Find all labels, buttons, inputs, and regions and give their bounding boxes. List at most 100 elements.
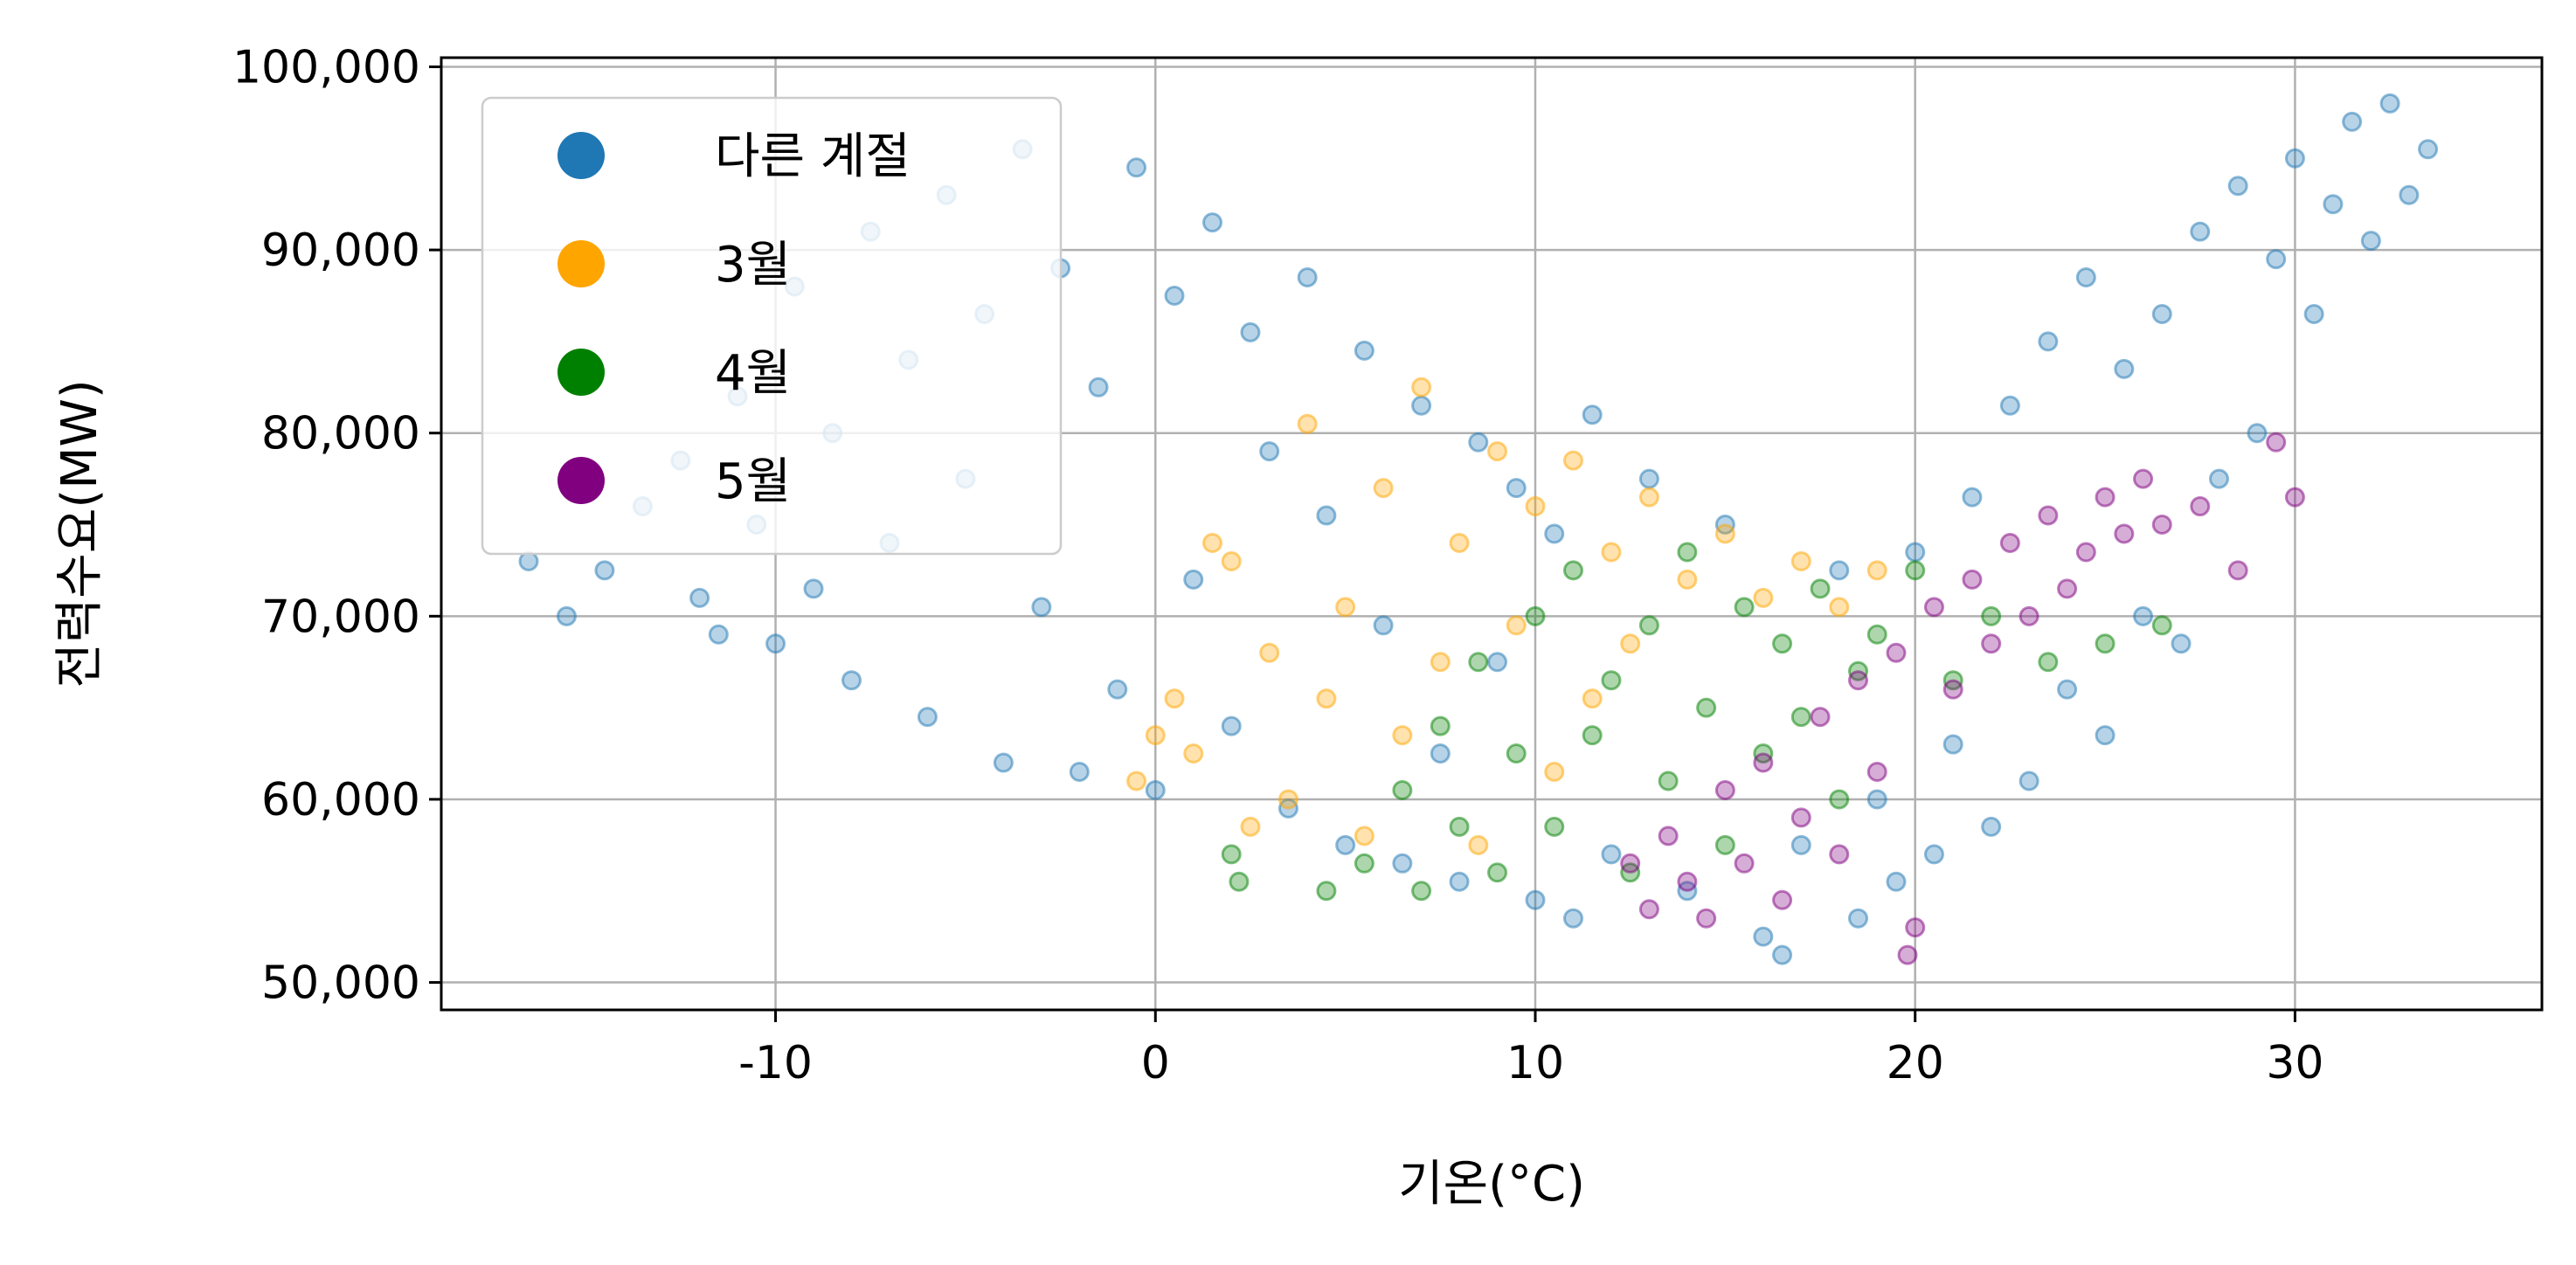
data-point bbox=[1430, 715, 1451, 736]
data-point bbox=[1544, 523, 1565, 544]
legend-label: 다른 계절 bbox=[715, 128, 911, 185]
data-point bbox=[1696, 908, 1717, 929]
data-point bbox=[1183, 569, 1204, 590]
data-point bbox=[1962, 569, 1983, 590]
data-point bbox=[1164, 688, 1185, 709]
data-point bbox=[2342, 111, 2363, 132]
data-point bbox=[1638, 615, 1659, 636]
data-point bbox=[1601, 844, 1622, 865]
data-point bbox=[556, 605, 577, 626]
legend-label: 5월 bbox=[715, 453, 791, 510]
data-point bbox=[708, 624, 729, 645]
data-point bbox=[1582, 404, 1603, 425]
data-point bbox=[1601, 670, 1622, 691]
data-point bbox=[2360, 231, 2381, 252]
data-point bbox=[1714, 523, 1735, 544]
data-point bbox=[1487, 862, 1508, 883]
legend-marker bbox=[557, 132, 605, 179]
data-point bbox=[2303, 303, 2324, 324]
data-point bbox=[1221, 550, 1242, 571]
data-point bbox=[1772, 633, 1793, 654]
data-point bbox=[1829, 789, 1850, 810]
data-point bbox=[1221, 844, 1242, 865]
data-point bbox=[1297, 267, 1318, 288]
data-point bbox=[1677, 569, 1698, 590]
data-point bbox=[993, 752, 1014, 773]
data-point bbox=[1335, 597, 1356, 618]
data-point bbox=[2323, 194, 2344, 215]
data-point bbox=[2399, 184, 2420, 205]
data-point bbox=[2095, 725, 2116, 746]
x-axis-label: 기온(°C) bbox=[1398, 1156, 1585, 1213]
legend-box bbox=[481, 96, 1063, 556]
data-point bbox=[1829, 597, 1850, 618]
data-point bbox=[1069, 762, 1090, 782]
data-point bbox=[2151, 515, 2172, 536]
data-point bbox=[2418, 139, 2439, 160]
data-point bbox=[1790, 707, 1811, 728]
grid bbox=[441, 58, 2542, 1010]
data-point bbox=[1107, 679, 1128, 700]
data-point bbox=[1753, 926, 1774, 947]
series-2-points bbox=[1221, 542, 2172, 902]
data-points bbox=[518, 93, 2439, 965]
data-point bbox=[2227, 176, 2248, 197]
data-point bbox=[1373, 615, 1394, 636]
x-tick-label: 10 bbox=[1506, 1037, 1564, 1089]
data-point bbox=[1866, 762, 1887, 782]
data-point bbox=[2190, 221, 2211, 242]
data-point bbox=[1638, 468, 1659, 489]
data-point bbox=[1411, 881, 1432, 902]
x-tick-label: -10 bbox=[738, 1037, 813, 1089]
data-point bbox=[1506, 615, 1527, 636]
data-point bbox=[1316, 505, 1337, 526]
data-point bbox=[2133, 605, 2154, 626]
data-point bbox=[1829, 560, 1850, 581]
data-point bbox=[1031, 597, 1052, 618]
data-point bbox=[2095, 487, 2116, 508]
data-point bbox=[1866, 560, 1887, 581]
data-point bbox=[1620, 633, 1641, 654]
data-point bbox=[1525, 605, 1546, 626]
data-point bbox=[1430, 743, 1451, 764]
data-point bbox=[2057, 578, 2078, 599]
data-point bbox=[1240, 816, 1261, 837]
data-point bbox=[1449, 816, 1470, 837]
data-point bbox=[1430, 652, 1451, 673]
legend-label: 4월 bbox=[715, 345, 791, 402]
data-point bbox=[2038, 331, 2059, 352]
data-point bbox=[1848, 908, 1869, 929]
data-point bbox=[1714, 834, 1735, 855]
data-point bbox=[689, 587, 710, 608]
y-tick-label: 100,000 bbox=[232, 41, 420, 93]
data-point bbox=[1126, 771, 1147, 791]
data-point bbox=[2075, 267, 2096, 288]
data-point bbox=[1354, 826, 1375, 847]
data-point bbox=[518, 550, 539, 571]
data-point bbox=[2284, 148, 2305, 169]
data-point bbox=[2019, 771, 2039, 791]
data-point bbox=[1790, 807, 1811, 828]
data-point bbox=[1848, 670, 1869, 691]
legend-items: 다른 계절 3월 4월 5월 bbox=[557, 128, 911, 510]
plot-area-frame bbox=[440, 56, 2544, 1012]
data-point bbox=[1562, 450, 1583, 471]
data-point bbox=[1658, 826, 1679, 847]
data-point bbox=[1905, 917, 1926, 938]
data-point bbox=[1544, 816, 1565, 837]
data-point bbox=[1297, 413, 1318, 434]
data-point bbox=[1392, 725, 1413, 746]
data-point bbox=[2151, 615, 2172, 636]
data-point bbox=[1734, 597, 1755, 618]
data-point bbox=[1392, 779, 1413, 800]
data-point bbox=[2075, 542, 2096, 563]
data-point bbox=[2038, 505, 2059, 526]
data-point bbox=[1981, 605, 2002, 626]
data-point bbox=[1145, 725, 1166, 746]
x-tick-label: 0 bbox=[1141, 1037, 1170, 1089]
data-point bbox=[1506, 743, 1527, 764]
data-point bbox=[1487, 441, 1508, 462]
data-point bbox=[2227, 560, 2248, 581]
series-1-points bbox=[1126, 377, 1887, 855]
data-point bbox=[1411, 395, 1432, 416]
